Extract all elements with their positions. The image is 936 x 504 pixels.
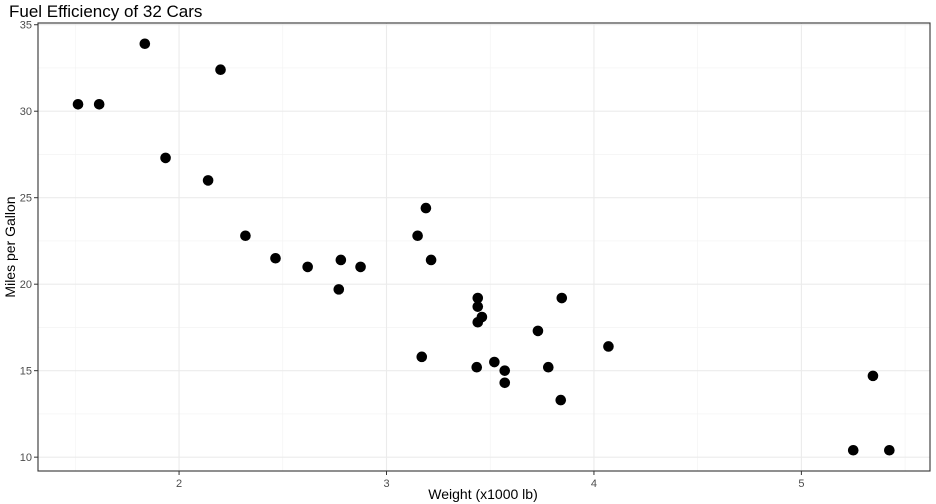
data-point (499, 365, 510, 376)
data-point (533, 326, 544, 337)
data-point (884, 445, 895, 456)
x-tick-label: 4 (591, 478, 597, 490)
chart-title: Fuel Efficiency of 32 Cars (9, 2, 202, 21)
y-tick-label: 20 (20, 279, 32, 291)
data-point (543, 362, 554, 373)
data-point (240, 230, 251, 241)
y-tick-label: 25 (20, 193, 32, 205)
data-point (140, 38, 151, 49)
data-point (160, 153, 171, 164)
data-point (471, 362, 482, 373)
data-point (472, 293, 483, 304)
data-point (336, 255, 347, 266)
x-tick-label: 5 (798, 478, 804, 490)
y-tick-label: 30 (20, 106, 32, 118)
data-point (333, 284, 344, 295)
y-tick-label: 35 (20, 20, 32, 32)
data-point (499, 377, 510, 388)
data-point (94, 99, 105, 110)
data-point (355, 262, 366, 273)
data-point (603, 341, 614, 352)
y-tick-label: 10 (20, 452, 32, 464)
data-point (203, 175, 214, 186)
x-axis-title: Weight (x1000 lb) (428, 486, 537, 502)
x-tick-label: 2 (176, 478, 182, 490)
data-point (302, 262, 313, 273)
data-point (556, 293, 567, 304)
y-tick-label: 15 (20, 366, 32, 378)
data-point (421, 203, 432, 214)
data-point (215, 64, 226, 75)
x-tick-label: 3 (383, 478, 389, 490)
data-point (555, 395, 566, 406)
data-point (426, 255, 437, 266)
data-point (73, 99, 84, 110)
data-point (472, 317, 483, 328)
y-axis-title: Miles per Gallon (2, 196, 18, 297)
data-point (489, 357, 500, 368)
data-point (868, 371, 879, 382)
data-point (270, 253, 281, 264)
data-point (848, 445, 859, 456)
data-point (416, 352, 427, 363)
data-point (412, 230, 423, 241)
